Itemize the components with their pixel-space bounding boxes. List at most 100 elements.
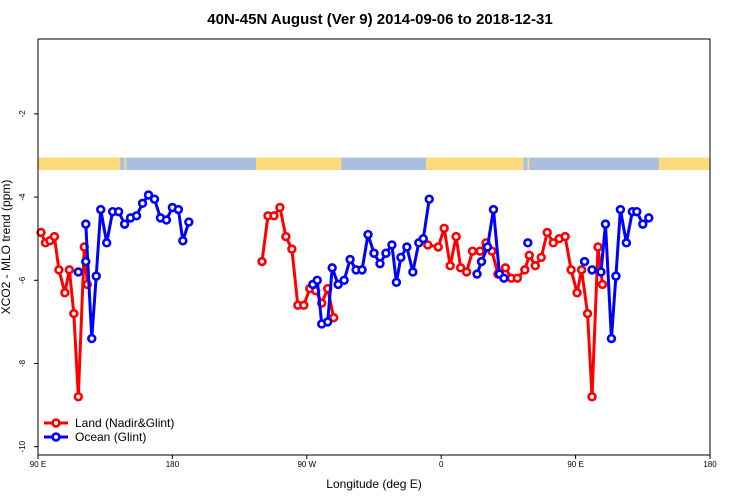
data-point bbox=[461, 267, 472, 277]
data-point bbox=[161, 215, 172, 225]
data-point bbox=[119, 219, 130, 229]
data-point bbox=[424, 194, 434, 204]
data-point bbox=[275, 202, 285, 213]
data-point bbox=[81, 256, 91, 267]
data-point bbox=[632, 206, 642, 217]
data-point bbox=[91, 271, 101, 281]
data-point bbox=[69, 308, 79, 319]
data-point bbox=[73, 392, 84, 402]
data-point bbox=[137, 198, 148, 209]
data-point bbox=[60, 288, 70, 298]
plot-frame bbox=[37, 38, 711, 456]
series-line bbox=[427, 226, 604, 399]
data-point bbox=[64, 265, 75, 275]
data-point bbox=[363, 229, 373, 240]
data-point bbox=[87, 333, 97, 344]
y-tick-label: -6 bbox=[18, 276, 27, 284]
y-tick-label: -10 bbox=[18, 440, 27, 452]
series-line bbox=[39, 231, 89, 399]
data-point bbox=[323, 317, 333, 327]
band-segment-ocean bbox=[523, 157, 528, 171]
y-tick-label: -8 bbox=[18, 359, 27, 367]
data-point bbox=[396, 252, 406, 263]
data-point bbox=[548, 238, 558, 248]
data-point bbox=[467, 246, 478, 256]
legend-label: Land (Nadir&Glint) bbox=[75, 416, 174, 430]
data-point bbox=[472, 269, 482, 279]
data-point bbox=[375, 258, 385, 269]
y-tick-label: -4 bbox=[18, 193, 27, 201]
data-point bbox=[269, 211, 279, 221]
data-point bbox=[520, 265, 530, 275]
x-tick-label: 180 bbox=[703, 460, 717, 469]
data-point bbox=[576, 265, 587, 275]
data-point bbox=[566, 265, 576, 275]
data-point bbox=[328, 313, 339, 323]
legend-item: Ocean (Glint) bbox=[44, 430, 146, 444]
band-segment-ocean bbox=[120, 157, 125, 171]
data-point bbox=[369, 248, 379, 258]
data-point bbox=[499, 273, 509, 283]
land-mask-band bbox=[38, 157, 710, 171]
data-point bbox=[455, 263, 466, 273]
data-point bbox=[339, 275, 349, 285]
data-point bbox=[149, 194, 160, 204]
data-point bbox=[611, 271, 621, 281]
data-point bbox=[408, 267, 418, 277]
series-line bbox=[599, 208, 650, 341]
band-segment-ocean bbox=[341, 157, 427, 171]
band-segment-land bbox=[659, 157, 710, 171]
data-point bbox=[391, 277, 402, 288]
data-point bbox=[49, 231, 60, 242]
y-tick-label: -2 bbox=[18, 110, 27, 118]
data-point bbox=[587, 392, 597, 402]
y-axis-ticks: -10 -8 -6 -4 -2 bbox=[18, 110, 38, 452]
data-point bbox=[530, 261, 540, 271]
x-axis-label: Longitude (deg E) bbox=[326, 477, 421, 491]
data-point bbox=[482, 242, 493, 252]
x-tick-label: 90 W bbox=[297, 460, 316, 469]
data-point bbox=[73, 267, 84, 277]
x-tick-label: 0 bbox=[439, 460, 444, 469]
data-point bbox=[597, 279, 608, 290]
data-point bbox=[451, 231, 461, 242]
data-point bbox=[54, 265, 64, 275]
data-point bbox=[101, 238, 112, 248]
x-tick-label: 180 bbox=[166, 460, 180, 469]
data-point bbox=[299, 300, 309, 310]
band-segment-land bbox=[256, 157, 342, 171]
band-segment-ocean bbox=[529, 157, 660, 171]
data-point bbox=[445, 261, 455, 271]
data-point bbox=[536, 252, 546, 263]
data-point bbox=[596, 267, 606, 277]
legend-swatch-marker bbox=[51, 432, 61, 442]
data-point bbox=[542, 227, 552, 238]
legend-swatch-marker bbox=[51, 418, 61, 428]
data-point bbox=[524, 250, 535, 261]
data-point bbox=[439, 223, 449, 233]
data-point bbox=[257, 256, 267, 267]
x-tick-label: 90 E bbox=[567, 460, 583, 469]
data-point bbox=[587, 265, 597, 275]
band-segment-ocean bbox=[126, 157, 257, 171]
data-point bbox=[475, 246, 485, 256]
data-point bbox=[433, 242, 443, 252]
data-point bbox=[582, 308, 593, 319]
band-segment-land bbox=[527, 157, 530, 171]
data-point bbox=[579, 256, 590, 267]
data-point bbox=[615, 204, 626, 215]
data-point bbox=[512, 273, 523, 283]
data-point bbox=[488, 204, 499, 215]
data-point bbox=[593, 242, 603, 252]
data-point bbox=[606, 333, 617, 344]
data-point bbox=[500, 263, 511, 273]
legend: Land (Nadir&Glint)Ocean (Glint) bbox=[44, 416, 174, 444]
data-point bbox=[560, 231, 570, 242]
data-point bbox=[418, 233, 428, 244]
chart-title: 40N-45N August (Ver 9) 2014-09-06 to 201… bbox=[207, 11, 552, 28]
band-segment-land bbox=[124, 157, 127, 171]
data-point bbox=[131, 211, 142, 221]
band-segment-land bbox=[426, 157, 524, 171]
data-point bbox=[184, 217, 194, 227]
